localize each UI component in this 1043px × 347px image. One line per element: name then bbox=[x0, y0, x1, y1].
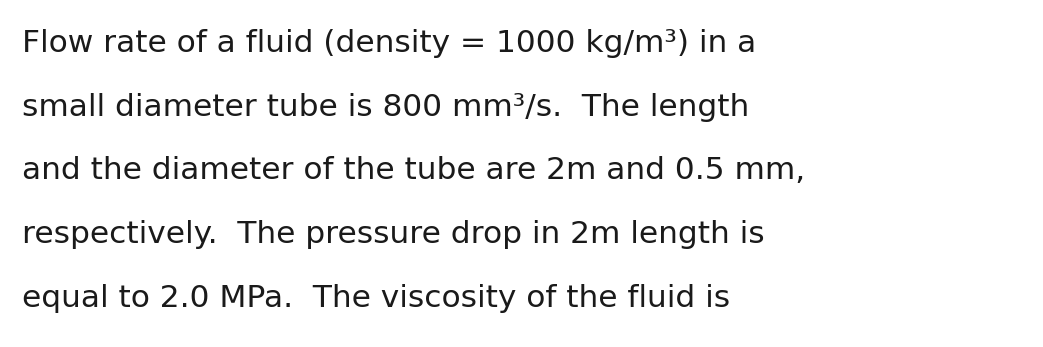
Text: equal to 2.0 MPa.  The viscosity of the fluid is: equal to 2.0 MPa. The viscosity of the f… bbox=[22, 283, 730, 313]
Text: and the diameter of the tube are 2m and 0.5 mm,: and the diameter of the tube are 2m and … bbox=[22, 156, 805, 185]
Text: small diameter tube is 800 mm³/s.  The length: small diameter tube is 800 mm³/s. The le… bbox=[22, 93, 750, 121]
Text: respectively.  The pressure drop in 2m length is: respectively. The pressure drop in 2m le… bbox=[22, 220, 765, 249]
Text: Flow rate of a fluid (density = 1000 kg/m³) in a: Flow rate of a fluid (density = 1000 kg/… bbox=[22, 29, 756, 58]
